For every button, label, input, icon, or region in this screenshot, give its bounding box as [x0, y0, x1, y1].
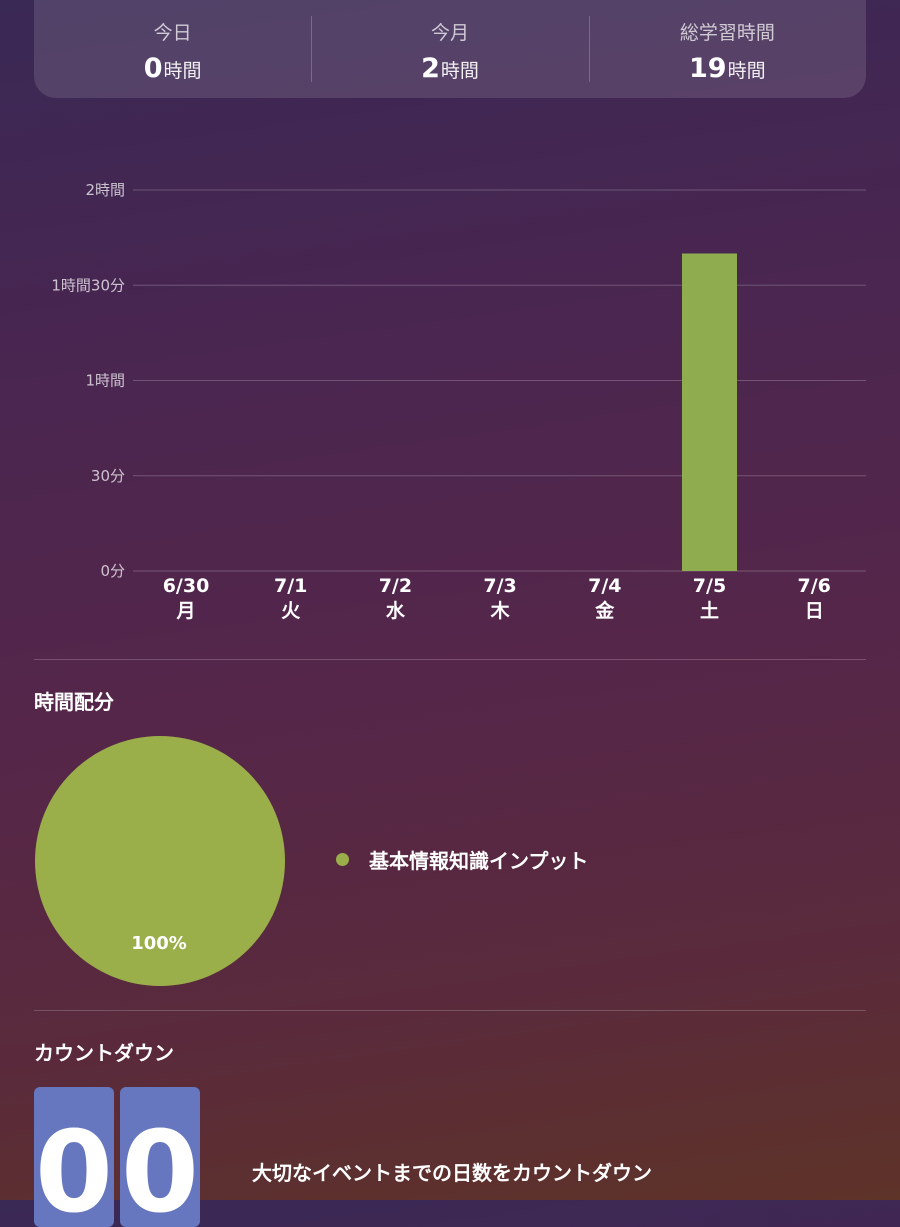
stat-value: 19時間	[589, 53, 866, 84]
x-tick-date: 7/2	[379, 575, 412, 597]
y-tick-label: 1時間	[85, 372, 125, 390]
x-tick-date: 7/3	[483, 575, 516, 597]
stat-month: 今月 2時間	[311, 0, 588, 98]
stat-unit: 時間	[440, 60, 479, 82]
stat-number: 19	[689, 53, 727, 84]
bar[interactable]	[682, 253, 737, 572]
weekly-bar-chart: 0分 30分 1時間 1時間30分 2時間 6/30 月 7/1 火 7/2 水 7/3木 7/4金 7/…	[51, 181, 866, 622]
x-tick-weekday: 水	[386, 600, 406, 622]
stat-value: 0時間	[34, 53, 311, 84]
x-tick-weekday: 火	[281, 600, 301, 622]
y-tick-label: 1時間30分	[51, 276, 125, 294]
stat-label: 今日	[153, 22, 192, 44]
pie-slice-label: 100%	[131, 933, 187, 954]
x-tick-date: 7/4	[588, 575, 621, 597]
x-tick-weekday: 土	[700, 600, 719, 622]
summary-card: 今日 0時間 今月 2時間 総学習時間 19時間	[34, 0, 866, 98]
x-tick-date: 7/6	[798, 575, 831, 597]
pie-legend: 基本情報知識インプット	[336, 845, 588, 874]
stat-total: 総学習時間 19時間	[588, 0, 866, 98]
countdown-digit-value: 0	[35, 1108, 113, 1227]
x-tick-date: 7/5	[693, 575, 726, 597]
allocation-pie-chart: 100%	[35, 736, 285, 986]
x-tick-date: 6/30	[163, 575, 210, 597]
countdown-digit[interactable]: 0	[120, 1087, 200, 1227]
y-tick-label: 2時間	[85, 181, 125, 199]
stat-number: 2	[421, 53, 440, 84]
stat-value: 2時間	[311, 53, 588, 84]
x-tick-weekday: 月	[175, 600, 195, 622]
x-tick-weekday: 木	[490, 599, 511, 622]
stat-unit: 時間	[727, 60, 766, 82]
stat-label: 今月	[430, 22, 469, 44]
legend-swatch	[336, 853, 349, 866]
divider	[34, 1010, 866, 1011]
stat-unit: 時間	[163, 60, 202, 82]
countdown-description: 大切なイベントまでの日数をカウントダウン	[252, 1161, 652, 1185]
legend-label: 基本情報知識インプット	[369, 849, 589, 873]
x-tick-weekday: 日	[805, 600, 824, 622]
x-tick-date: 7/1	[274, 575, 307, 597]
stat-number: 0	[143, 53, 163, 84]
y-tick-label: 0分	[100, 562, 125, 580]
stat-today: 今日 0時間	[34, 0, 311, 98]
x-tick-weekday: 金	[594, 599, 615, 622]
pie-slice[interactable]	[35, 736, 285, 986]
countdown-digit[interactable]: 0	[34, 1087, 114, 1227]
allocation-title: 時間配分	[34, 690, 114, 714]
countdown-digit-value: 0	[121, 1108, 199, 1227]
y-tick-label: 30分	[91, 467, 125, 485]
countdown-title: カウントダウン	[34, 1041, 174, 1065]
divider	[34, 659, 866, 660]
stat-label: 総学習時間	[679, 22, 775, 44]
